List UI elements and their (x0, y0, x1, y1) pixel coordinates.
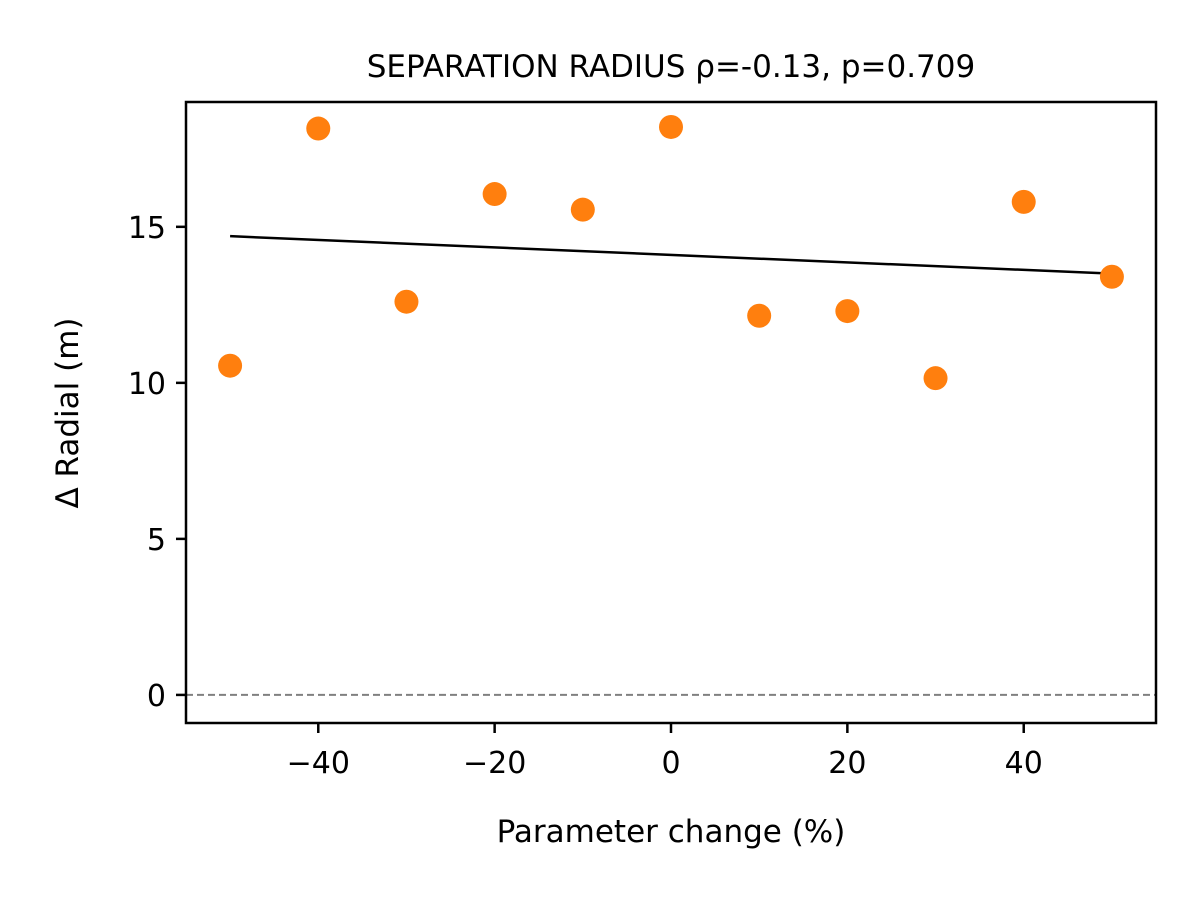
y-axis: 0 5 10 15 (128, 211, 186, 714)
data-point (570, 197, 595, 222)
y-tick-label: 5 (147, 523, 166, 558)
fit-line (230, 234, 1112, 275)
y-axis-label: Δ Radial (m) (50, 317, 86, 508)
plot-frame (184, 100, 1158, 725)
plot-contents (186, 114, 1156, 696)
x-tick-label: −20 (463, 746, 526, 781)
chart-title: SEPARATION RADIUS ρ=-0.13, p=0.709 (367, 49, 975, 85)
x-axis: −40 −20 0 20 40 (287, 723, 1043, 781)
x-tick-label: 40 (1005, 746, 1043, 781)
y-tick-label: 15 (128, 211, 166, 246)
data-point (835, 299, 860, 324)
data-point (306, 116, 331, 141)
data-point (482, 182, 507, 207)
x-tick-label: 20 (828, 746, 866, 781)
y-tick-label: 10 (128, 367, 166, 402)
data-point (1011, 189, 1036, 214)
data-point (394, 289, 419, 314)
y-tick-label: 0 (147, 679, 166, 714)
x-axis-label: Parameter change (%) (497, 814, 846, 850)
data-point (659, 114, 683, 139)
data-point (218, 353, 243, 378)
data-point (1099, 264, 1124, 289)
data-point (747, 303, 772, 328)
x-tick-label: 0 (661, 746, 680, 781)
data-point (923, 366, 948, 391)
x-tick-label: −40 (287, 746, 350, 781)
